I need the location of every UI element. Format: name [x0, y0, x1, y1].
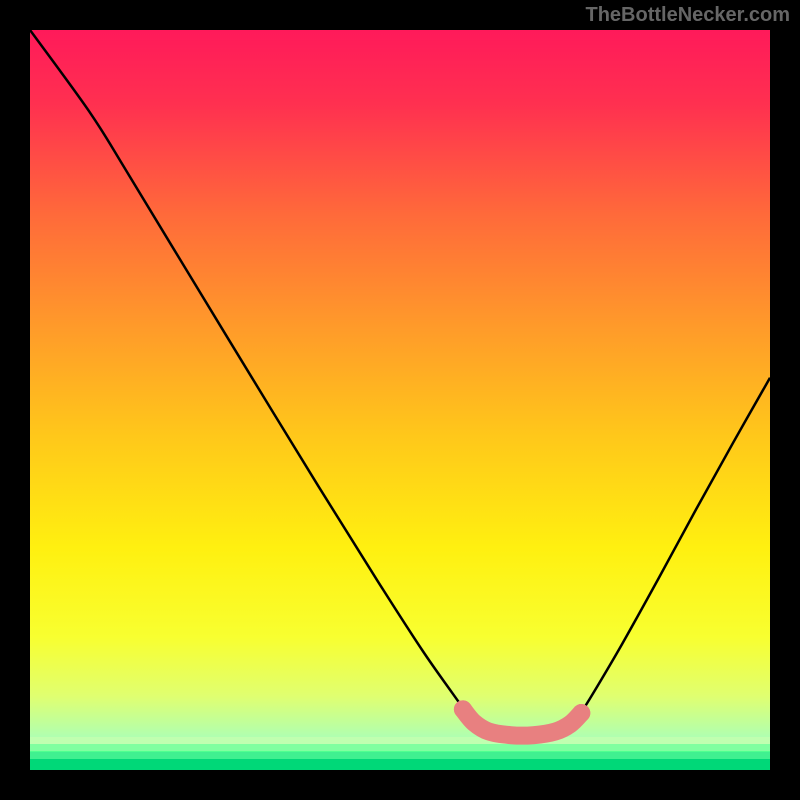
left-curve: [30, 30, 470, 718]
highlight-path: [463, 709, 581, 735]
highlight-band: [454, 700, 590, 735]
watermark-text: TheBottleNecker.com: [585, 4, 790, 27]
highlight-cap-end: [572, 704, 590, 722]
curves-layer: [30, 30, 770, 770]
highlight-cap-start: [454, 700, 472, 718]
plot-area: [30, 30, 770, 770]
right-curve: [578, 378, 770, 718]
